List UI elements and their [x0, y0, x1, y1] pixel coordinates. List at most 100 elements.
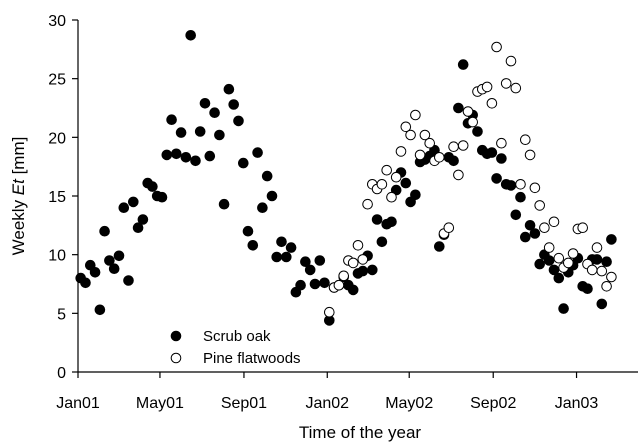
- scrub-oak-point: [89, 267, 101, 278]
- scrub-oak-point: [314, 255, 326, 266]
- scrub-oak-point: [386, 216, 397, 228]
- y-tick-label: 10: [48, 248, 66, 265]
- pine-flatwoods-point: [362, 198, 373, 210]
- pine-flatwoods-point: [414, 149, 426, 161]
- scrub-oak-point: [606, 234, 617, 245]
- pine-flatwoods-point: [400, 121, 412, 133]
- x-tick-label: May02: [385, 395, 433, 412]
- scrub-oak-point: [548, 264, 560, 276]
- y-axis-label-suffix: [mm]: [9, 137, 28, 180]
- scrub-oak-point: [166, 114, 177, 125]
- x-tick-label: Jan02: [305, 395, 349, 412]
- scrub-oak-point: [257, 202, 268, 213]
- scrub-oak-point: [180, 152, 192, 163]
- scrub-oak-point: [185, 30, 196, 41]
- pine-flatwoods-point: [338, 270, 350, 282]
- pine-flatwoods-point: [505, 55, 517, 67]
- scrub-oak-point: [347, 284, 359, 296]
- scrub-oak-point: [204, 150, 216, 162]
- y-tick-label: 5: [57, 306, 66, 323]
- pine-flatwoods-point: [529, 182, 541, 194]
- pine-flatwoods-point: [390, 171, 402, 183]
- y-axis-label-italic: Et: [9, 178, 28, 195]
- pine-flatwoods-point: [462, 106, 474, 117]
- pine-flatwoods-point: [467, 116, 479, 128]
- scrub-oak-point: [319, 277, 330, 289]
- pine-flatwoods-point: [386, 191, 397, 203]
- scrub-oak-point: [300, 256, 311, 268]
- scrub-oak-point: [233, 115, 244, 127]
- legend-label-pine-flatwoods: Pine flatwoods: [203, 350, 301, 367]
- pine-flatwoods-point: [357, 254, 369, 265]
- x-axis-ticks: Jan01 May01 Sep01 Jan02 May02 Sep02 Jan03: [56, 372, 598, 412]
- y-tick-label: 20: [48, 130, 66, 147]
- scrub-oak-point: [242, 225, 254, 237]
- x-tick-label: Sep02: [470, 395, 516, 412]
- y-axis-label: Weekly Et [mm]: [9, 137, 28, 256]
- pine-flatwoods-point: [548, 216, 560, 228]
- scrub-oak-point: [410, 189, 421, 201]
- pine-flatwoods-point: [500, 78, 512, 89]
- x-tick-label: Jan03: [555, 395, 599, 412]
- x-tick-label: Sep01: [221, 395, 267, 412]
- scrub-oak-point: [214, 129, 225, 141]
- scrub-oak-point: [295, 279, 306, 291]
- scrub-oak-point: [510, 209, 522, 221]
- pine-flatwoods-point: [563, 257, 574, 269]
- scrub-oak-point: [591, 254, 603, 265]
- pine-flatwoods-point: [510, 82, 522, 94]
- pine-flatwoods-point: [448, 141, 459, 152]
- pine-flatwoods-point: [601, 281, 612, 292]
- pine-flatwoods-point: [486, 98, 498, 109]
- scrub-oak-point: [496, 153, 507, 164]
- scrub-oak-point: [304, 264, 316, 276]
- pine-flatwoods-point: [443, 222, 455, 233]
- scrub-oak-point: [520, 231, 531, 243]
- scrub-oak-point: [582, 283, 593, 295]
- legend: Scrub oak Pine flatwoods: [170, 328, 301, 367]
- scrub-oak-point: [558, 303, 569, 314]
- scrub-oak-point: [524, 220, 536, 231]
- scrub-oak-point: [123, 275, 134, 286]
- x-tick-label: May01: [136, 395, 184, 412]
- pine-flatwoods-point: [453, 169, 464, 181]
- pine-flatwoods-point: [434, 152, 445, 163]
- scrub-oak-point: [247, 240, 259, 251]
- pine-flatwoods-point: [491, 41, 502, 53]
- scrub-oak-point: [228, 99, 239, 110]
- pine-flatwoods-point: [410, 109, 421, 121]
- scrub-oak-point: [118, 202, 130, 213]
- scrub-oak-point: [400, 177, 412, 189]
- pine-flatwoods-point: [481, 81, 493, 93]
- pine-flatwoods-point: [606, 271, 617, 283]
- scrub-oak-point: [99, 225, 110, 237]
- scrub-oak-point: [553, 272, 565, 284]
- pine-flatwoods-point: [405, 129, 416, 141]
- pine-flatwoods-point: [347, 257, 359, 269]
- pine-flatwoods-point: [553, 252, 565, 264]
- pine-flatwoods-point: [567, 248, 579, 259]
- pine-flatwoods-point: [419, 129, 431, 141]
- y-tick-label: 25: [48, 72, 66, 89]
- scrub-oak-point: [486, 147, 498, 158]
- pine-flatwoods-point: [376, 179, 388, 190]
- scrub-oak-point: [104, 255, 115, 266]
- pine-flatwoods-point: [591, 242, 603, 253]
- legend-marker-scrub-oak: [170, 330, 182, 342]
- scrub-oak-point: [175, 127, 187, 138]
- scrub-oak-point: [147, 181, 158, 192]
- y-axis-label-prefix: Weekly: [9, 195, 28, 255]
- pine-flatwoods-point: [324, 306, 335, 318]
- scrub-oak-point: [529, 228, 541, 239]
- pine-flatwoods-point: [539, 222, 550, 233]
- scrub-oak-point: [285, 242, 297, 253]
- scrub-oak-point: [209, 107, 220, 118]
- scrub-oak-point: [276, 236, 287, 248]
- scrub-oak-point: [156, 191, 168, 203]
- scrub-oak-point: [457, 59, 469, 70]
- data-points: [75, 30, 617, 326]
- scrub-oak-point: [448, 155, 459, 167]
- scrub-oak-point: [238, 157, 249, 169]
- scrub-oak-point: [367, 264, 378, 276]
- pine-flatwoods-point: [333, 279, 345, 291]
